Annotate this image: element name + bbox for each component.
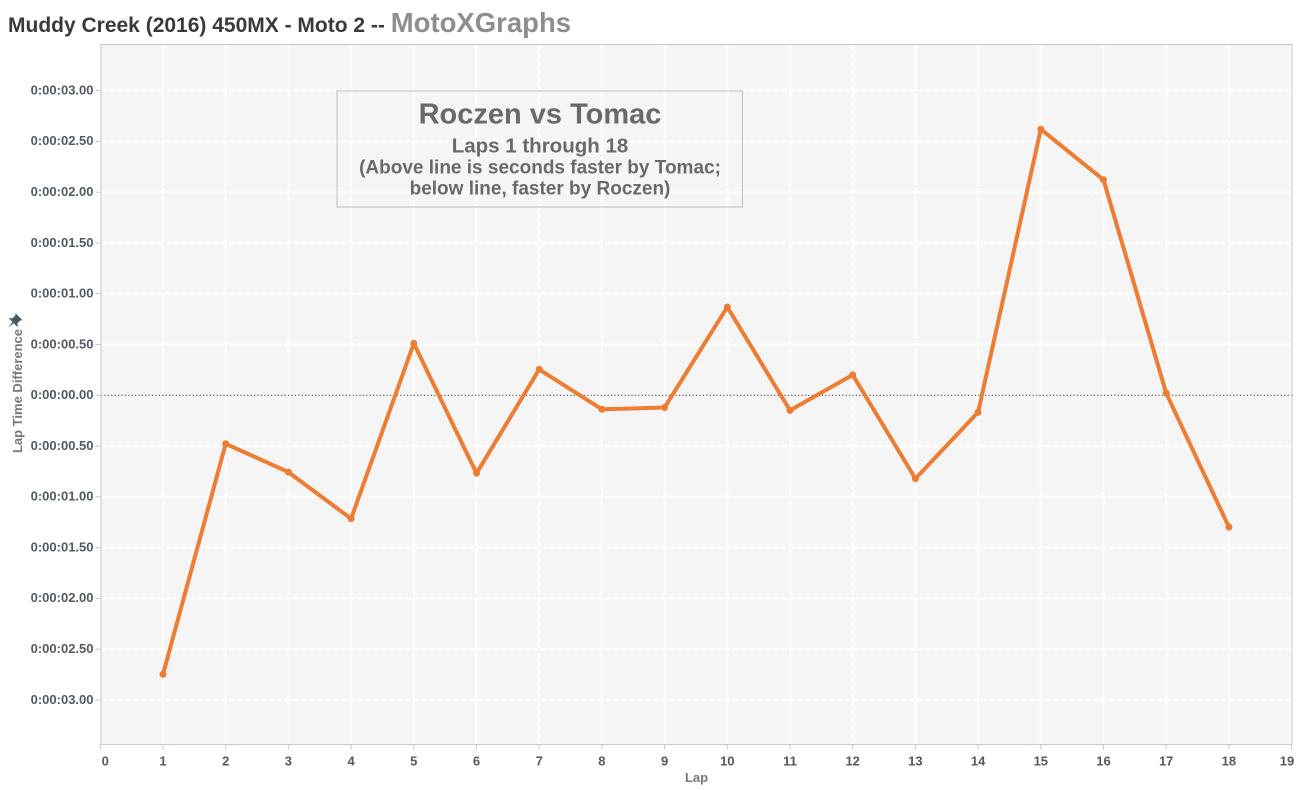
svg-text:11: 11 bbox=[783, 754, 797, 769]
svg-text:10: 10 bbox=[720, 754, 734, 769]
svg-text:Roczen vs Tomac: Roczen vs Tomac bbox=[419, 99, 662, 131]
svg-text:12: 12 bbox=[845, 754, 859, 769]
svg-text:0: 0 bbox=[102, 754, 109, 769]
svg-text:Lap Time Difference: Lap Time Difference bbox=[10, 329, 25, 453]
svg-text:0:00:00.50: 0:00:00.50 bbox=[31, 336, 94, 351]
svg-text:0:00:02.50: 0:00:02.50 bbox=[31, 641, 94, 656]
svg-text:6: 6 bbox=[473, 754, 480, 769]
svg-text:19: 19 bbox=[1280, 754, 1294, 769]
svg-text:0:00:03.00: 0:00:03.00 bbox=[31, 83, 94, 98]
svg-text:4: 4 bbox=[347, 754, 355, 769]
svg-text:18: 18 bbox=[1222, 754, 1236, 769]
svg-text:below line, faster by Roczen): below line, faster by Roczen) bbox=[410, 179, 671, 200]
svg-text:Muddy Creek (2016) 450MX - Mot: Muddy Creek (2016) 450MX - Moto 2 -- Mot… bbox=[8, 7, 571, 38]
svg-text:5: 5 bbox=[410, 754, 417, 769]
svg-text:17: 17 bbox=[1159, 754, 1173, 769]
svg-text:0:00:02.00: 0:00:02.00 bbox=[31, 184, 94, 199]
svg-text:0:00:01.50: 0:00:01.50 bbox=[31, 539, 94, 554]
svg-text:Lap: Lap bbox=[685, 770, 708, 785]
svg-text:7: 7 bbox=[536, 754, 543, 769]
svg-text:1: 1 bbox=[159, 754, 166, 769]
svg-text:16: 16 bbox=[1096, 754, 1110, 769]
svg-text:0:00:01.00: 0:00:01.00 bbox=[31, 489, 94, 504]
svg-text:0:00:02.00: 0:00:02.00 bbox=[31, 590, 94, 605]
svg-text:0:00:02.50: 0:00:02.50 bbox=[31, 133, 94, 148]
svg-text:0:00:01.50: 0:00:01.50 bbox=[31, 235, 94, 250]
svg-text:(Above line is seconds faster: (Above line is seconds faster by Tomac; bbox=[359, 158, 721, 179]
svg-text:0:00:03.00: 0:00:03.00 bbox=[31, 692, 94, 707]
svg-text:8: 8 bbox=[598, 754, 605, 769]
svg-text:2: 2 bbox=[222, 754, 229, 769]
svg-text:15: 15 bbox=[1034, 754, 1048, 769]
svg-text:3: 3 bbox=[285, 754, 292, 769]
svg-text:Laps 1 through 18: Laps 1 through 18 bbox=[452, 135, 629, 158]
svg-text:0:00:00.00: 0:00:00.00 bbox=[31, 387, 94, 402]
svg-text:13: 13 bbox=[908, 754, 922, 769]
svg-text:9: 9 bbox=[661, 754, 668, 769]
svg-text:0:00:01.00: 0:00:01.00 bbox=[31, 286, 94, 301]
svg-text:14: 14 bbox=[971, 754, 986, 769]
svg-text:0:00:00.50: 0:00:00.50 bbox=[31, 438, 94, 453]
